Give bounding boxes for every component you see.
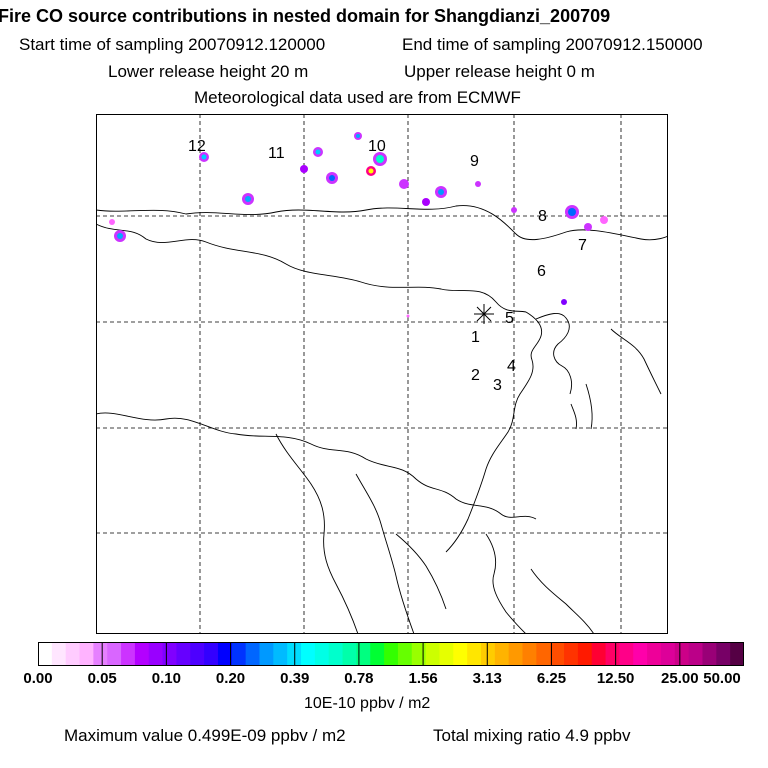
colorbar-swatch <box>633 642 648 666</box>
colorbar-swatch <box>591 642 607 666</box>
colorbar-swatch <box>121 642 136 666</box>
map-label: 11 <box>268 145 285 162</box>
colorbar-tick-label: 3.13 <box>472 670 502 687</box>
colorbar-tick-label: 6.25 <box>536 670 567 687</box>
colorbar-swatch <box>231 642 247 666</box>
colorbar-swatch <box>480 642 496 666</box>
map-label: 7 <box>578 237 587 254</box>
colorbar-tick-label: 0.20 <box>215 670 246 687</box>
colorbar-swatch <box>328 642 344 666</box>
colorbar-tick-label: 25.00 <box>661 670 699 687</box>
colorbar-swatch <box>688 642 703 666</box>
map-label: 5 <box>505 310 514 327</box>
lower-release-label: Lower release height 20 m <box>108 62 309 81</box>
colorbar-swatch <box>51 642 67 666</box>
colorbar-swatch <box>38 642 53 666</box>
colorbar-swatch <box>301 642 316 666</box>
max-value-label: Maximum value 0.499E-09 ppbv / m2 <box>64 726 346 745</box>
colorbar-swatch <box>577 642 593 666</box>
map-label: 4 <box>507 358 516 375</box>
upper-release-label: Upper release height 0 m <box>404 62 595 81</box>
map-label: 8 <box>538 208 547 225</box>
colorbar <box>37 642 745 666</box>
colorbar-swatch <box>730 642 745 666</box>
meteo-source-label: Meteorological data used are from ECMWF <box>194 88 521 107</box>
colorbar-swatch <box>176 642 191 666</box>
map-label: 3 <box>493 377 502 394</box>
map-border <box>96 114 668 634</box>
colorbar-swatch <box>619 642 634 666</box>
colorbar-swatch <box>425 642 440 666</box>
coastlines-borders <box>96 205 668 634</box>
colorbar-tick-label: 1.56 <box>408 670 438 687</box>
map-label: 10 <box>368 138 386 155</box>
map-label: 1 <box>471 329 480 346</box>
colorbar-swatch <box>550 642 565 666</box>
map-label: 12 <box>188 138 206 155</box>
colorbar-swatch <box>342 642 357 666</box>
colorbar-swatch <box>65 642 81 666</box>
colorbar-swatch <box>93 642 108 666</box>
start-time-label: Start time of sampling 20070912.120000 <box>19 35 326 54</box>
colorbar-tick-label: 0.05 <box>87 670 117 687</box>
colorbar-swatch <box>397 642 413 666</box>
colorbar-swatch <box>605 642 620 666</box>
colorbar-swatch <box>439 642 454 666</box>
fire-plumes <box>109 132 608 318</box>
map-label: 6 <box>537 263 546 280</box>
colorbar-swatch <box>522 642 537 666</box>
colorbar-swatch <box>134 642 150 666</box>
colorbar-swatch <box>245 642 260 666</box>
colorbar-swatch <box>716 642 731 666</box>
colorbar-swatch <box>564 642 579 666</box>
colorbar-swatch <box>467 642 482 666</box>
colorbar-swatch <box>314 642 330 666</box>
colorbar-swatch <box>453 642 468 666</box>
colorbar-tick-label: 0.78 <box>344 670 374 687</box>
colorbar-swatch <box>647 642 662 666</box>
receptor-labels: 12 11 10 9 8 7 6 5 1 4 2 3 <box>188 138 587 394</box>
colorbar-border <box>38 642 744 666</box>
end-time-label: End time of sampling 20070912.150000 <box>402 35 703 54</box>
colorbar-swatch <box>674 642 690 666</box>
colorbar-swatch <box>536 642 551 666</box>
colorbar-tick-label: 12.50 <box>596 670 635 687</box>
colorbar-swatch <box>79 642 94 666</box>
total-mixing-ratio-label: Total mixing ratio 4.9 ppbv <box>433 726 631 745</box>
colorbar-tick-label: 0.39 <box>280 670 310 687</box>
colorbar-swatch <box>148 642 164 666</box>
map-label: 2 <box>471 367 480 384</box>
colorbar-swatch <box>190 642 205 666</box>
colorbar-swatch <box>494 642 510 666</box>
colorbar-swatches <box>37 642 745 666</box>
colorbar-swatch <box>660 642 676 666</box>
colorbar-swatch <box>273 642 288 666</box>
colorbar-swatch <box>162 642 177 666</box>
colorbar-swatch <box>107 642 122 666</box>
colorbar-tick-label: 50.00 <box>703 670 741 687</box>
colorbar-swatch <box>508 642 524 666</box>
colorbar-swatch <box>411 642 427 666</box>
map-label: 9 <box>470 153 479 170</box>
colorbar-tick-label: 0.10 <box>151 670 181 687</box>
colorbar-swatch <box>259 642 274 666</box>
colorbar-swatch <box>702 642 717 666</box>
plot-title: Fire CO source contributions in nested d… <box>0 6 611 26</box>
colorbar-swatch <box>370 642 385 666</box>
colorbar-unit-label: 10E-10 ppbv / m2 <box>304 695 431 712</box>
colorbar-tick-label: 0.00 <box>23 670 53 687</box>
colorbar-swatch <box>217 642 233 666</box>
receptor-star-icon <box>474 304 494 324</box>
map-panel: 12 11 10 9 8 7 6 5 1 4 2 3 <box>96 114 668 634</box>
colorbar-swatch <box>356 642 371 666</box>
colorbar-swatch <box>204 642 219 666</box>
colorbar-swatch <box>384 642 399 666</box>
